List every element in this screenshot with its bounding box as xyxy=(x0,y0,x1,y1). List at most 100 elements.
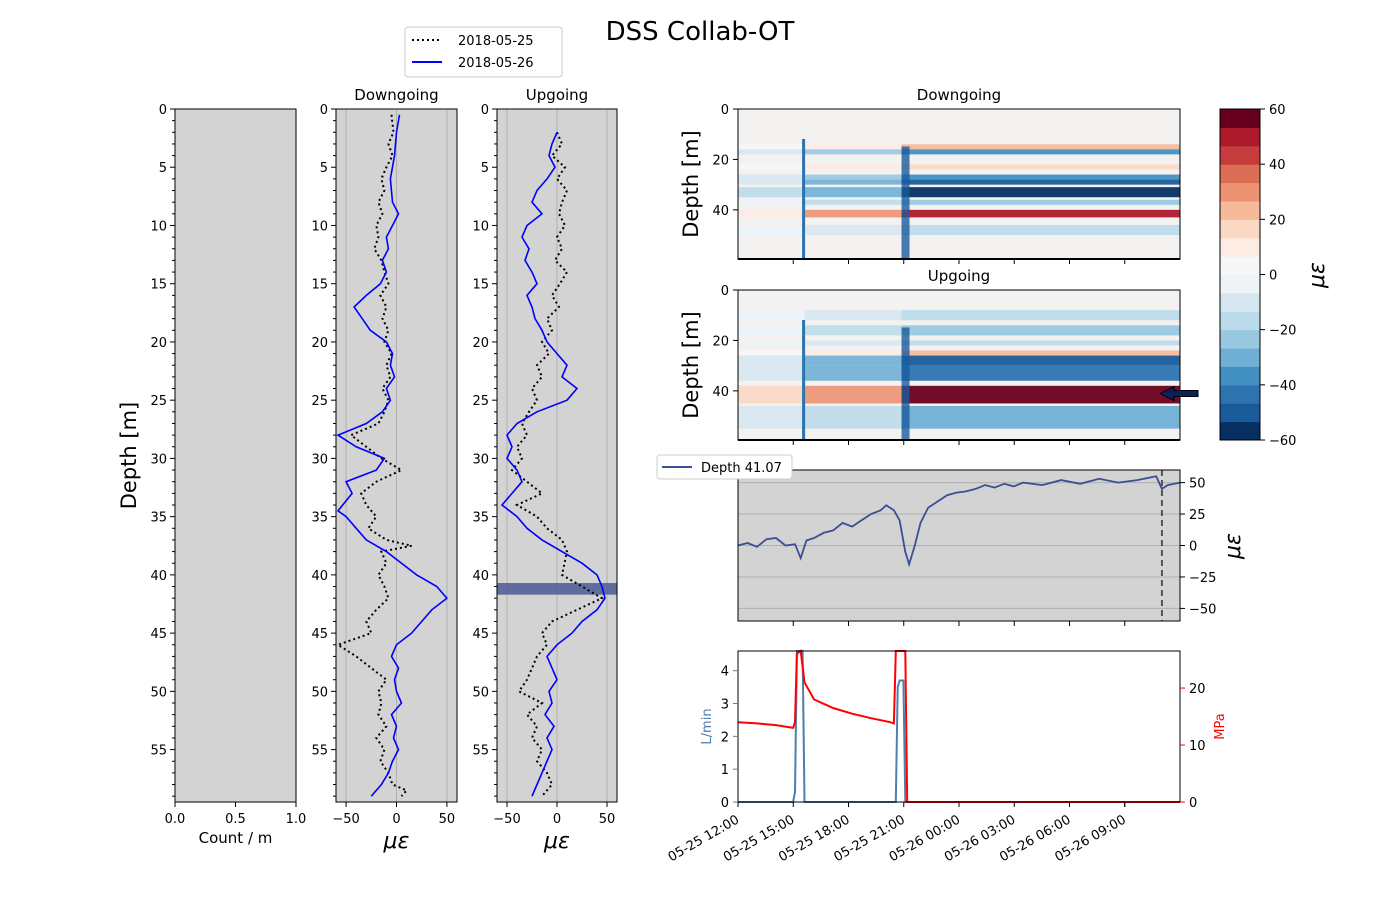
ytick-label: 20 xyxy=(311,336,328,351)
colorbar-swatch-13 xyxy=(1220,182,1260,202)
panel-title: Upgoing xyxy=(526,86,588,104)
ytick-label: 10 xyxy=(472,219,489,234)
ytick-label: 45 xyxy=(472,627,489,642)
heatmap-band-mid-0 xyxy=(804,310,902,321)
ytick-label-left: 2 xyxy=(721,730,729,745)
panel-title: Upgoing xyxy=(928,267,990,285)
ytick-label: 5 xyxy=(320,161,328,176)
yaxis-label-right: MPa xyxy=(1213,713,1228,739)
ytick-label: 20 xyxy=(472,336,489,351)
ytick-label: 50 xyxy=(311,685,328,700)
series-line-0 xyxy=(335,114,412,797)
yaxis-label: Depth [m] xyxy=(117,402,141,509)
ytick-label: 30 xyxy=(472,452,489,467)
heatmap-band-late-5 xyxy=(901,187,1180,198)
colorbar-tick-label: −40 xyxy=(1269,379,1296,394)
heatmap-band-late-2 xyxy=(901,164,1180,170)
ytick-label: −25 xyxy=(1189,571,1216,586)
colorbar-swatch-1 xyxy=(1220,403,1260,423)
ytick-label: 5 xyxy=(481,161,489,176)
yaxis-label: Depth [m] xyxy=(679,130,703,237)
yaxis-label-left: L/min xyxy=(700,708,715,744)
xaxis-label: με xyxy=(383,829,410,854)
ytick-label: 40 xyxy=(472,569,489,584)
colorbar-tick-label: 0 xyxy=(1269,269,1277,284)
heatmap-band-late-4 xyxy=(901,355,1180,366)
ytick-label: 0 xyxy=(481,103,489,118)
event-stripe xyxy=(802,320,806,440)
colorbar-swatch-3 xyxy=(1220,366,1260,386)
colorbar-swatch-0 xyxy=(1220,421,1260,441)
colorbar-swatch-4 xyxy=(1220,348,1260,367)
ytick-label: 30 xyxy=(311,452,328,467)
ytick-label: 15 xyxy=(472,278,489,293)
heatmap-band-late-5 xyxy=(901,365,1180,381)
colorbar-swatch-16 xyxy=(1220,127,1260,147)
colorbar-tick-label: −20 xyxy=(1269,324,1296,339)
ytick-label: 0 xyxy=(721,103,729,118)
heatmap-band-mid-3 xyxy=(804,350,902,356)
yaxis-label: Depth [m] xyxy=(679,311,703,418)
yaxis-label: με xyxy=(1221,533,1246,560)
depth-panel-2: 0 5 10 15 20 25 30 35 40 45 50 55 −50 0 50 Upgoing με xyxy=(472,86,618,854)
xaxis-label: με xyxy=(543,829,570,854)
ytick-label: 55 xyxy=(472,744,489,759)
series-line-1 xyxy=(500,131,606,797)
heatmap-band-mid-0 xyxy=(804,144,902,150)
heatmap-band-mid-6 xyxy=(804,199,902,205)
ytick-label: 40 xyxy=(712,385,729,400)
heatmap-band-late-8 xyxy=(901,224,1180,236)
xtick-label: 1.0 xyxy=(286,812,307,827)
plot-background xyxy=(175,109,296,802)
heatmap-band-late-3 xyxy=(901,174,1180,180)
xtick-label: 0.0 xyxy=(165,812,186,827)
heatmap-band-mid-4 xyxy=(804,355,902,366)
ytick-label: 55 xyxy=(311,744,328,759)
ytick-label-right: 0 xyxy=(1189,796,1197,811)
ytick-label: 20 xyxy=(150,336,167,351)
ytick-label: 45 xyxy=(150,627,167,642)
ytick-label: 10 xyxy=(150,219,167,234)
ytick-label: 45 xyxy=(311,627,328,642)
heatmap-band-mid-5 xyxy=(804,365,902,381)
heatmap-band-mid-2 xyxy=(804,340,902,346)
heatmap-band-early-7 xyxy=(738,209,805,218)
ytick-label: 40 xyxy=(311,569,328,584)
depth-arrow-icon xyxy=(1158,385,1199,402)
ytick-label: 25 xyxy=(311,394,328,409)
ytick-label: 0 xyxy=(320,103,328,118)
heatmap-band-mid-1 xyxy=(804,149,902,155)
heatmap-band-late-7 xyxy=(901,209,1180,218)
heatmap-band-late-3 xyxy=(901,350,1180,356)
ytick-label: 15 xyxy=(150,278,167,293)
colorbar-swatch-11 xyxy=(1220,219,1260,239)
series-line-depth xyxy=(737,475,1181,568)
heatmap-band-late-6 xyxy=(901,199,1180,205)
plot-background xyxy=(738,651,1180,802)
ytick-label: 5 xyxy=(159,161,167,176)
ytick-label: 55 xyxy=(150,744,167,759)
colorbar-swatch-9 xyxy=(1220,256,1260,275)
heatmap-band-late-6 xyxy=(901,385,1180,404)
ytick-label: 50 xyxy=(150,685,167,700)
legend-box xyxy=(404,26,563,78)
ytick-label: 40 xyxy=(150,569,167,584)
colorbar-tick-label: 60 xyxy=(1269,103,1286,118)
heatmap-band-early-1 xyxy=(738,325,805,336)
heatmap-band-early-6 xyxy=(738,385,805,404)
heatmap-band-mid-1 xyxy=(804,325,902,336)
ytick-label-left: 0 xyxy=(721,796,729,811)
heatmap-band-late-4 xyxy=(901,179,1180,185)
ytick-label: −50 xyxy=(1189,602,1216,617)
colorbar-tick-label: 20 xyxy=(1269,213,1286,228)
ytick-label-right: 20 xyxy=(1189,682,1206,697)
ytick-label: 50 xyxy=(1189,477,1206,492)
heatmap-band-early-5 xyxy=(738,187,805,198)
colorbar-tick-label: −60 xyxy=(1269,434,1296,449)
heatmap-band-early-4 xyxy=(738,179,805,185)
heatmap-band-early-8 xyxy=(738,224,805,236)
xtick-label: 50 xyxy=(599,812,616,827)
colorbar-swatch-8 xyxy=(1220,274,1260,294)
